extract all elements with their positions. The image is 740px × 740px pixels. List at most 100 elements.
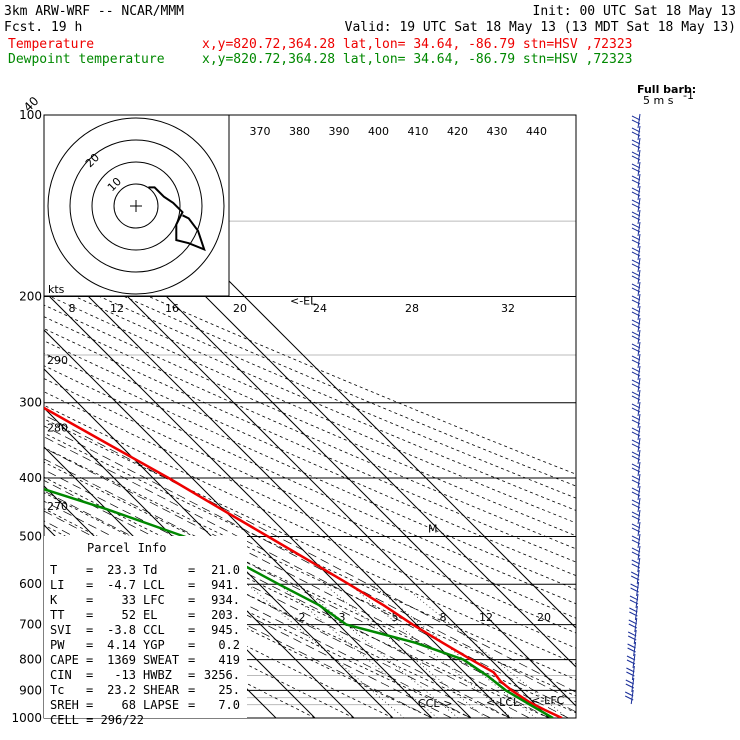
parcel-value: 419 bbox=[218, 653, 240, 667]
mixing-ratio-label: 2 bbox=[299, 611, 306, 624]
pressure-tick-label: 600 bbox=[19, 577, 42, 591]
isotherm-line bbox=[44, 329, 433, 718]
parcel-value: 945. bbox=[211, 623, 240, 637]
temperature-location: x,y=820.72,364.28 lat,lon= 34.64, -86.79… bbox=[202, 37, 632, 52]
theta-e-label: 420 bbox=[447, 125, 468, 138]
wind-barb bbox=[631, 329, 641, 345]
wind-barb bbox=[628, 617, 638, 633]
wind-barb bbox=[627, 641, 637, 657]
plot-frame bbox=[43, 114, 577, 719]
parcel-equals: = bbox=[86, 578, 93, 592]
parcel-key: CAPE bbox=[50, 653, 79, 667]
parcel-key: SHEAR bbox=[143, 683, 180, 697]
wind-barb bbox=[629, 593, 639, 609]
moist-adiabat bbox=[44, 425, 576, 703]
isotherm-line bbox=[44, 290, 472, 718]
mixing-ratio-label: 3 bbox=[339, 611, 346, 624]
isotherm-label: 30 bbox=[0, 94, 3, 115]
pressure-tick-label: 400 bbox=[19, 471, 42, 485]
model-title: 3km ARW-WRF -- NCAR/MMM bbox=[4, 4, 184, 19]
parcel-equals: = bbox=[86, 608, 93, 622]
parcel-equals: = bbox=[86, 668, 93, 682]
theta-e-label: 430 bbox=[487, 125, 508, 138]
wind-barb bbox=[630, 569, 640, 585]
parcel-cell: CELL = 296/22 bbox=[50, 713, 144, 727]
parcel-key: T bbox=[50, 563, 57, 577]
parcel-key: Td bbox=[143, 563, 157, 577]
theta-e-label: 370 bbox=[250, 125, 271, 138]
mixing-ratio-label: 12 bbox=[479, 611, 493, 624]
mixing-ratio-label: 20 bbox=[537, 611, 551, 624]
wind-barb bbox=[631, 521, 641, 537]
wind-barb bbox=[631, 377, 641, 393]
pressure-tick-label: 700 bbox=[19, 618, 42, 632]
dry-adiabat bbox=[44, 365, 576, 605]
barb-legend-value: 5 m s bbox=[643, 94, 674, 107]
dewpoint-location: x,y=820.72,364.28 lat,lon= 34.64, -86.79… bbox=[202, 52, 632, 67]
level-marker: <-LCL bbox=[486, 696, 520, 709]
dewpoint-label: Dewpoint temperature bbox=[8, 52, 165, 67]
mixing-ratio-label: 12 bbox=[110, 302, 124, 315]
theta-e-label: 290 bbox=[47, 354, 68, 367]
mixing-ratio-label: 28 bbox=[405, 302, 419, 315]
parcel-equals: = bbox=[188, 578, 195, 592]
parcel-key: LAPSE bbox=[143, 698, 179, 712]
parcel-key: TT bbox=[50, 608, 64, 622]
isotherm-line bbox=[44, 407, 355, 718]
parcel-value: 934. bbox=[211, 593, 240, 607]
parcel-equals: = bbox=[188, 653, 195, 667]
parcel-equals: = bbox=[188, 593, 195, 607]
hodograph-ring bbox=[113, 183, 159, 229]
theta-e-label: 440 bbox=[526, 125, 547, 138]
wind-barb bbox=[631, 413, 641, 429]
parcel-value: 21.0 bbox=[211, 563, 240, 577]
mixing-ratio-label: 8 bbox=[69, 302, 76, 315]
parcel-value: 68 bbox=[122, 698, 136, 712]
hodograph-ring bbox=[69, 139, 203, 273]
parcel-equals: = bbox=[188, 623, 195, 637]
pressure-tick-label: 500 bbox=[19, 529, 42, 543]
parcel-equals: = bbox=[86, 653, 93, 667]
dry-adiabat bbox=[44, 249, 576, 475]
theta-e-label: 380 bbox=[289, 125, 310, 138]
wind-barb bbox=[631, 221, 641, 237]
wind-barb bbox=[631, 401, 641, 417]
parcel-info-box bbox=[44, 536, 247, 718]
wind-barb bbox=[631, 113, 641, 129]
parcel-key: PW bbox=[50, 638, 65, 652]
dry-adiabat bbox=[44, 378, 576, 619]
level-marker: CCL-> bbox=[418, 697, 452, 710]
wind-barb bbox=[631, 161, 641, 177]
isotherm-line bbox=[0, 115, 3, 718]
parcel-key: CCL bbox=[143, 623, 165, 637]
wind-barb bbox=[631, 509, 641, 525]
parcel-value: 3256. bbox=[204, 668, 240, 682]
level-marker: <-EL bbox=[290, 294, 317, 307]
parcel-value: 0.2 bbox=[218, 638, 240, 652]
parcel-value: 33 bbox=[122, 593, 136, 607]
parcel-value: 52 bbox=[122, 608, 136, 622]
mixing-ratio-label: 20 bbox=[233, 302, 247, 315]
dry-adiabat bbox=[44, 352, 576, 590]
parcel-value: 23.2 bbox=[107, 683, 136, 697]
wind-barb bbox=[626, 653, 636, 669]
hodograph-trace bbox=[148, 186, 206, 252]
parcel-equals: = bbox=[86, 638, 93, 652]
mixing-ratio-label: 16 bbox=[165, 302, 179, 315]
parcel-value: -13 bbox=[114, 668, 136, 682]
parcel-key: LCL bbox=[143, 578, 165, 592]
mixing-ratio-line bbox=[401, 583, 568, 718]
parcel-equals: = bbox=[188, 683, 195, 697]
parcel-equals: = bbox=[188, 668, 195, 682]
parcel-value: 25. bbox=[218, 683, 240, 697]
level-markers: <-EL M CCL-> <-LCL <-LFC bbox=[290, 294, 565, 710]
dry-adiabat bbox=[44, 293, 576, 524]
isotherm-line bbox=[44, 368, 394, 718]
wind-barb bbox=[626, 665, 635, 681]
wind-barb bbox=[631, 197, 641, 213]
parcel-key: EL bbox=[143, 608, 157, 622]
dewpoint-curve bbox=[44, 487, 554, 718]
forecast-hour: Fcst. 19 h bbox=[4, 20, 82, 35]
parcel-equals: = bbox=[86, 563, 93, 577]
pressure-tick-label: 300 bbox=[19, 396, 42, 410]
